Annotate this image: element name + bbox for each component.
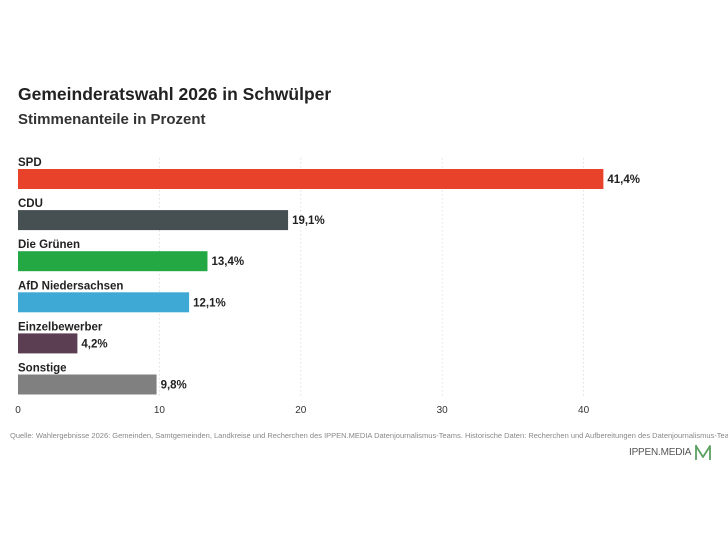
x-tick-label: 10	[154, 405, 166, 416]
bar	[18, 210, 289, 231]
brand-logo: IPPEN.MEDIA	[629, 442, 712, 462]
value-label: 19,1%	[292, 215, 325, 227]
bar	[18, 333, 78, 354]
value-label: 13,4%	[211, 256, 244, 268]
category-label: AfD Niedersachsen	[18, 280, 123, 292]
bar	[18, 374, 157, 395]
category-label: SPD	[18, 157, 42, 169]
value-label: 9,8%	[161, 380, 187, 392]
category-label: Die Grünen	[18, 239, 80, 251]
bar-chart: 0 10 20 30 40 SPD 41,4% CDU 19,1% Die Grünen 13,4%…	[15, 157, 640, 416]
logo-text: IPPEN.MEDIA	[629, 446, 692, 458]
bar	[18, 292, 190, 313]
source-note: Quelle: Wahlergebnisse 2026: Gemeinden, …	[10, 431, 728, 440]
x-tick-label: 30	[437, 405, 449, 416]
x-tick-label: 20	[295, 405, 307, 416]
value-label: 12,1%	[193, 297, 226, 309]
x-tick-label: 0	[15, 405, 21, 416]
category-label: Sonstige	[18, 363, 67, 375]
bar	[18, 169, 604, 189]
chart-subtitle: Stimmenanteile in Prozent	[18, 111, 206, 128]
chart-title: Gemeinderatswahl 2026 in Schwülper	[18, 84, 332, 104]
value-label: 4,2%	[81, 338, 107, 350]
category-label: CDU	[18, 198, 43, 210]
bar	[18, 251, 208, 272]
logo-m-icon	[695, 445, 712, 460]
category-label: Einzelbewerber	[18, 321, 103, 333]
x-tick-label: 40	[578, 405, 590, 416]
value-label: 41,4%	[607, 174, 640, 186]
